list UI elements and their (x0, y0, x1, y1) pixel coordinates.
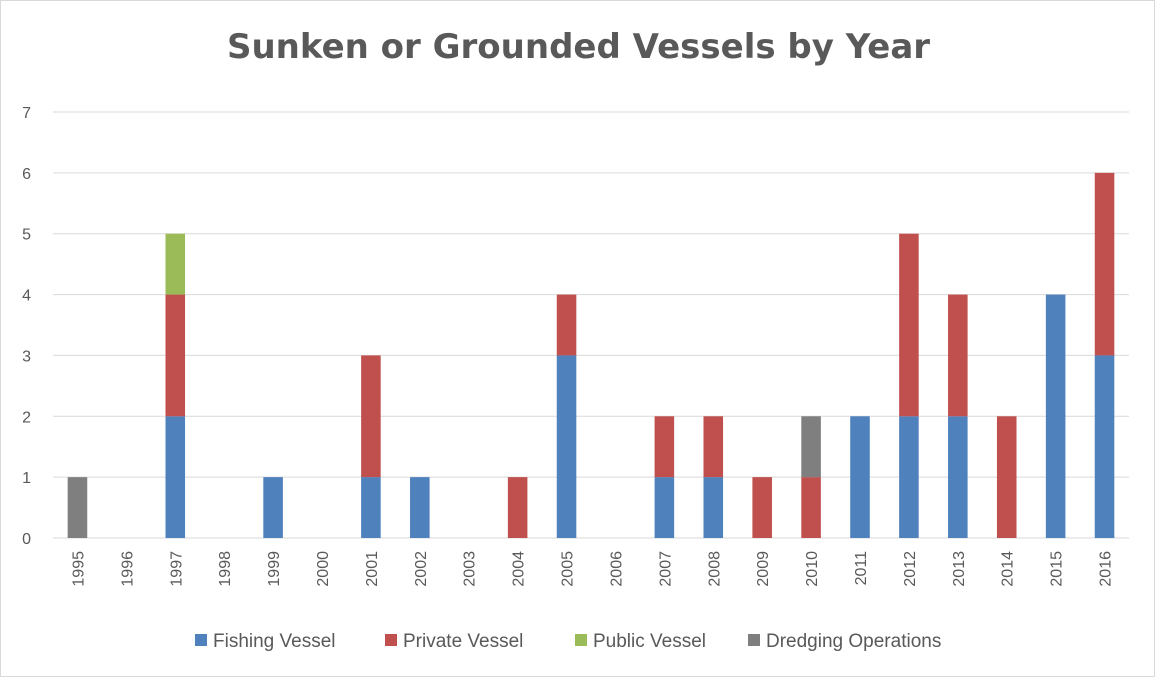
y-tick-label: 0 (22, 531, 31, 548)
x-tick-label: 2010 (804, 551, 821, 587)
bar-segment (263, 477, 283, 538)
x-tick-label: 2002 (413, 551, 430, 587)
bar-segment (1045, 294, 1066, 538)
legend-label: Dredging Operations (766, 631, 941, 652)
y-tick-label: 2 (22, 409, 31, 426)
legend-swatch (575, 634, 587, 646)
x-tick-label: 2012 (902, 551, 919, 587)
bar-segment (1094, 355, 1115, 538)
x-tick-label: 2007 (657, 551, 674, 587)
bar-segment (948, 416, 968, 538)
legend-swatch (748, 634, 760, 646)
bar-segment (752, 477, 772, 538)
x-tick-label: 2003 (462, 551, 479, 587)
legend: Fishing Vessel Private Vessel Public Vesse… (195, 631, 941, 652)
bar-segment (361, 477, 381, 538)
legend-label: Public Vessel (593, 631, 706, 652)
bar-segment (165, 233, 186, 295)
bar-segment (899, 416, 919, 538)
bar-segment (703, 477, 724, 538)
x-tick-label: 2004 (511, 551, 528, 587)
x-tick-label: 2000 (315, 551, 332, 587)
legend-swatch (385, 634, 397, 646)
legend-swatch (195, 634, 207, 646)
x-tick-label: 1997 (168, 551, 185, 587)
legend-label: Private Vessel (403, 631, 523, 652)
bar-segment (165, 294, 186, 417)
x-tick-label: 2008 (706, 551, 723, 587)
x-tick-label: 2014 (1000, 551, 1017, 587)
x-tick-label: 2011 (853, 551, 870, 586)
y-tick-label: 3 (22, 348, 31, 365)
bar-segment (703, 416, 724, 478)
bar-segment (899, 233, 919, 417)
bar-segment (850, 416, 870, 538)
y-tick-label: 7 (22, 105, 31, 122)
x-tick-label: 2005 (560, 551, 577, 587)
y-tick-label: 1 (22, 470, 31, 487)
bar-segment (556, 294, 577, 356)
x-tick-label: 2013 (951, 551, 968, 587)
x-tick-label: 2009 (755, 551, 772, 587)
bar-segment (410, 477, 430, 538)
bar-segment (1094, 172, 1115, 356)
bar-segment (801, 477, 821, 538)
legend-label: Fishing Vessel (213, 631, 336, 652)
x-tick-label: 1995 (70, 551, 87, 587)
bar-segment (165, 416, 186, 538)
x-tick-label: 1999 (266, 551, 283, 587)
y-tick-label: 6 (22, 166, 31, 183)
bar-segment (67, 477, 88, 538)
y-axis-ticks: 0 1 2 3 4 5 6 7 (22, 105, 31, 548)
bar-segment (654, 477, 675, 538)
bar-segment (801, 416, 821, 478)
bars (67, 172, 1115, 538)
gridlines (53, 111, 1129, 539)
x-tick-label: 1998 (217, 551, 234, 587)
bar-segment (948, 294, 968, 417)
x-tick-label: 2016 (1098, 551, 1115, 587)
x-tick-label: 1996 (119, 551, 136, 587)
y-tick-label: 5 (22, 227, 31, 244)
x-tick-label: 2015 (1049, 551, 1066, 587)
bar-segment (996, 416, 1017, 538)
bar-segment (654, 416, 675, 478)
bar-segment (507, 477, 528, 538)
y-tick-label: 4 (22, 288, 31, 305)
bar-segment (556, 355, 577, 538)
x-axis-ticks: 1995 1996 1997 1998 1999 2000 2001 2002 2003 2004… (70, 551, 1114, 587)
bar-segment (361, 355, 381, 478)
x-tick-label: 2006 (608, 551, 625, 587)
x-tick-label: 2001 (364, 551, 381, 587)
chart-title: Sunken or Grounded Vessels by Year (226, 27, 931, 67)
